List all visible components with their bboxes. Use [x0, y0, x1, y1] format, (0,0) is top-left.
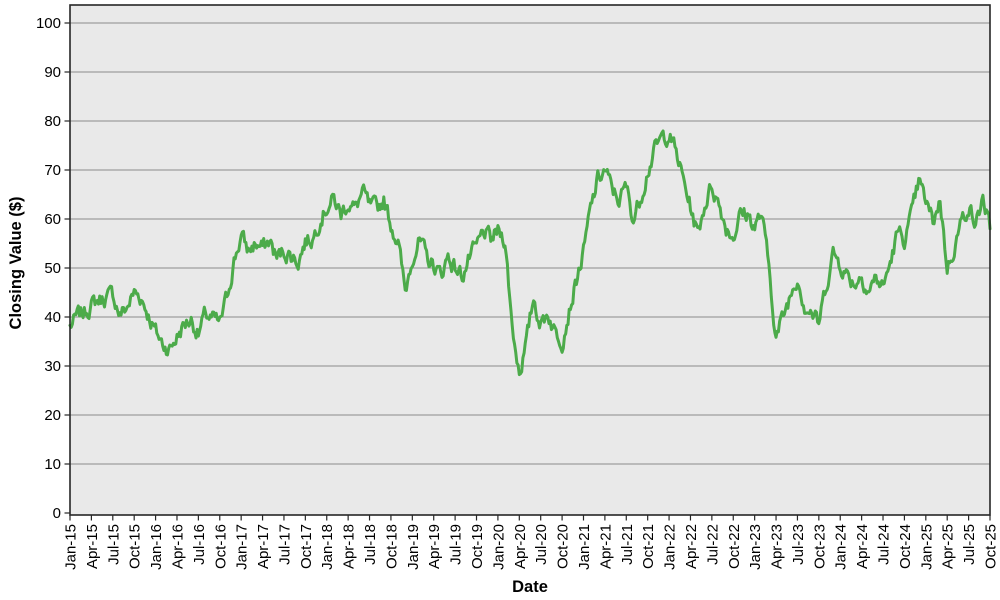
y-axis-tick-label: 80 [44, 113, 61, 130]
x-axis-tick-label: Oct-22 [726, 524, 743, 569]
x-axis-tick-label: Jul-25 [961, 524, 978, 565]
x-axis-tick-label: Jan-20 [490, 524, 507, 570]
x-axis-tick-label: Jan-18 [319, 524, 336, 570]
x-axis-tick-label: Jul-23 [790, 524, 807, 565]
x-axis-tick-label: Oct-25 [983, 524, 1000, 569]
y-axis-tick-label: 40 [44, 309, 61, 326]
x-axis-tick-label: Apr-24 [854, 524, 871, 569]
plot-area: 0 10 20 30 40 50 60 70 80 90 100 Jan-15 Apr-15 Jul-15… [36, 4, 1000, 570]
series-line-closing-value [68, 129, 992, 377]
x-axis-tick-label: Jan-19 [405, 524, 422, 570]
x-axis-tick-label: Jul-17 [276, 524, 293, 565]
y-axis-tick-label: 0 [53, 505, 61, 522]
x-axis-title: Date [512, 578, 548, 596]
y-axis-tick-label: 50 [44, 260, 61, 277]
y-axis-title: Closing Value ($) [7, 197, 25, 330]
y-axis-tick-label: 100 [36, 15, 61, 32]
plot-background [70, 5, 990, 515]
y-axis-tick-label: 30 [44, 358, 61, 375]
plot-frame [69, 4, 991, 516]
x-axis-tick-label: Apr-25 [940, 524, 957, 569]
x-axis-tick-label: Jul-22 [704, 524, 721, 565]
x-axis-tick-label: Jan-17 [234, 524, 251, 570]
x-axis-tick-label: Jan-21 [576, 524, 593, 570]
x-axis-tick-label: Apr-21 [597, 524, 614, 569]
x-axis-tick-label: Jan-15 [63, 524, 80, 570]
x-axis-tick-label: Jan-24 [833, 524, 850, 570]
x-axis-tick-label: Oct-20 [555, 524, 572, 569]
y-axis-tick-label: 20 [44, 407, 61, 424]
x-axis-tick-label: Oct-17 [298, 524, 315, 569]
x-axis-tick-label: Jul-24 [876, 524, 893, 565]
x-axis-tick-label: Apr-16 [169, 524, 186, 569]
x-axis-tick-label: Apr-18 [341, 524, 358, 569]
x-axis-tick-label: Apr-17 [255, 524, 272, 569]
x-axis-tick-label: Oct-23 [811, 524, 828, 569]
x-axis-tick-label: Oct-21 [640, 524, 657, 569]
x-axis-tick-label: Apr-22 [683, 524, 700, 569]
x-axis-tick-label: Jul-20 [533, 524, 550, 565]
x-axis-tick-label: Apr-15 [84, 524, 101, 569]
x-axis-tick-label: Jan-16 [148, 524, 165, 570]
x-axis-tick-label: Oct-16 [212, 524, 229, 569]
x-axis-tick-label: Jul-16 [191, 524, 208, 565]
x-axis-tick-label: Jul-18 [362, 524, 379, 565]
x-axis-tick-label: Jan-25 [918, 524, 935, 570]
x-axis-tick-label: Jul-19 [448, 524, 465, 565]
x-axis-tick-label: Jan-22 [662, 524, 679, 570]
y-axis-tick-label: 70 [44, 162, 61, 179]
x-axis-tick-label: Apr-19 [426, 524, 443, 569]
y-axis-tick-label: 10 [44, 456, 61, 473]
x-axis-tick-label: Apr-23 [769, 524, 786, 569]
y-axis-tick-label: 90 [44, 64, 61, 81]
x-axis-tick-label: Apr-20 [512, 524, 529, 569]
x-axis-tick-label: Jul-15 [105, 524, 122, 565]
x-axis-tick-label: Oct-19 [469, 524, 486, 569]
x-axis-tick-label: Jul-21 [619, 524, 636, 565]
x-axis-tick-label: Oct-18 [383, 524, 400, 569]
y-axis-tick-label: 60 [44, 211, 61, 228]
x-axis-tick-label: Oct-24 [897, 524, 914, 569]
x-axis-tick-label: Oct-15 [127, 524, 144, 569]
x-axis-tick-label: Jan-23 [747, 524, 764, 570]
